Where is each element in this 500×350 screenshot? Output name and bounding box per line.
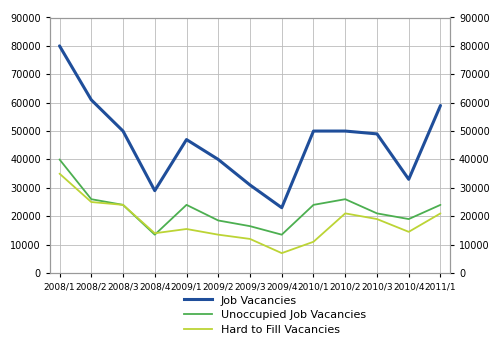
- Legend: Job Vacancies, Unoccupied Job Vacancies, Hard to Fill Vacancies: Job Vacancies, Unoccupied Job Vacancies,…: [180, 291, 370, 339]
